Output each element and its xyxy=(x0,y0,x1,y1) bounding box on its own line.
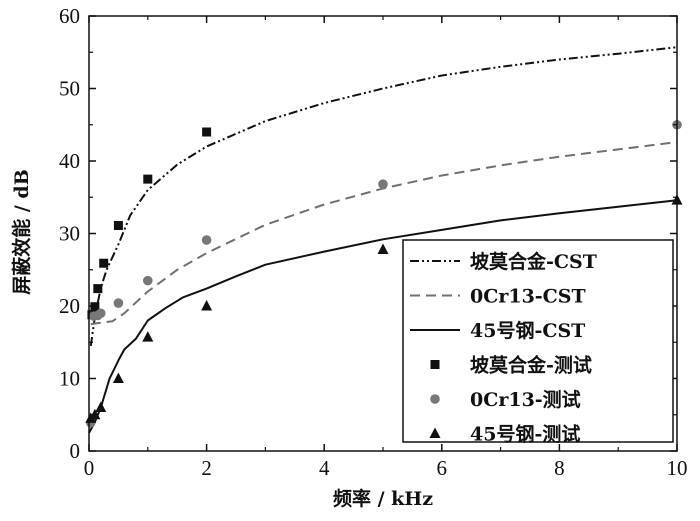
data-point-s5-3 xyxy=(112,372,124,383)
legend-label-0: 坡莫合金-CST xyxy=(470,250,597,273)
y-tick-label-3: 30 xyxy=(59,222,80,246)
data-point-s4-6 xyxy=(201,235,212,245)
data-point-s3-2 xyxy=(93,284,103,294)
series-line-0 xyxy=(89,46,678,347)
data-point-s5-5 xyxy=(201,300,213,311)
data-point-s5-6 xyxy=(377,243,389,254)
series-line-1 xyxy=(90,141,678,326)
data-point-s4-5 xyxy=(143,275,153,286)
legend-label-3: 坡莫合金-测试 xyxy=(470,354,592,377)
plot-area xyxy=(85,46,683,434)
data-point-s5-2 xyxy=(95,401,107,412)
legend-marker-4 xyxy=(430,394,440,404)
legend-label-2: 45号钢-CST xyxy=(470,320,585,342)
x-axis-label: 频率 / kHz xyxy=(333,487,433,510)
y-tick-label-2: 20 xyxy=(59,294,80,318)
data-point-s3-4 xyxy=(113,221,123,231)
data-point-s3-5 xyxy=(143,174,153,184)
legend-marker-5 xyxy=(429,427,441,438)
data-point-s5-4 xyxy=(142,331,154,342)
x-tick-label-3: 6 xyxy=(437,456,448,480)
axes: 0 2 4 6 8 10 0 10 20 30 40 50 60 xyxy=(59,4,688,480)
x-tick-label-0: 0 xyxy=(84,456,95,480)
series-line-2 xyxy=(88,199,678,434)
data-point-s4-7 xyxy=(378,179,388,189)
legend-label-4: 0Cr13-测试 xyxy=(470,389,581,411)
legend-box xyxy=(402,239,674,443)
y-tick-label-6: 60 xyxy=(59,4,80,28)
legend-marker-3 xyxy=(430,360,440,369)
x-tick-label-1: 2 xyxy=(201,456,212,480)
data-point-s3-3 xyxy=(99,258,109,268)
x-tick-label-4: 8 xyxy=(554,456,565,480)
data-point-s5-1 xyxy=(89,408,101,420)
legend-label-1: 0Cr13-CST xyxy=(470,286,586,308)
data-point-s3-6 xyxy=(202,127,212,137)
legend: 坡莫合金-CST 0Cr13-CST 45号钢-CST 坡莫合金-测试 0Cr13-测试… xyxy=(402,239,674,446)
legend-label-5: 45号钢-测试 xyxy=(470,424,580,446)
y-tick-label-5: 50 xyxy=(59,77,80,101)
y-tick-label-0: 0 xyxy=(70,439,81,463)
data-point-s4-4 xyxy=(113,298,124,308)
y-axis-label: 屏蔽效能 / dB xyxy=(10,169,33,295)
data-point-s4-3 xyxy=(95,308,106,319)
y-tick-label-1: 10 xyxy=(59,367,80,391)
y-tick-label-4: 40 xyxy=(59,149,80,173)
x-tick-label-5: 10 xyxy=(667,456,688,480)
x-tick-label-2: 4 xyxy=(319,456,330,480)
